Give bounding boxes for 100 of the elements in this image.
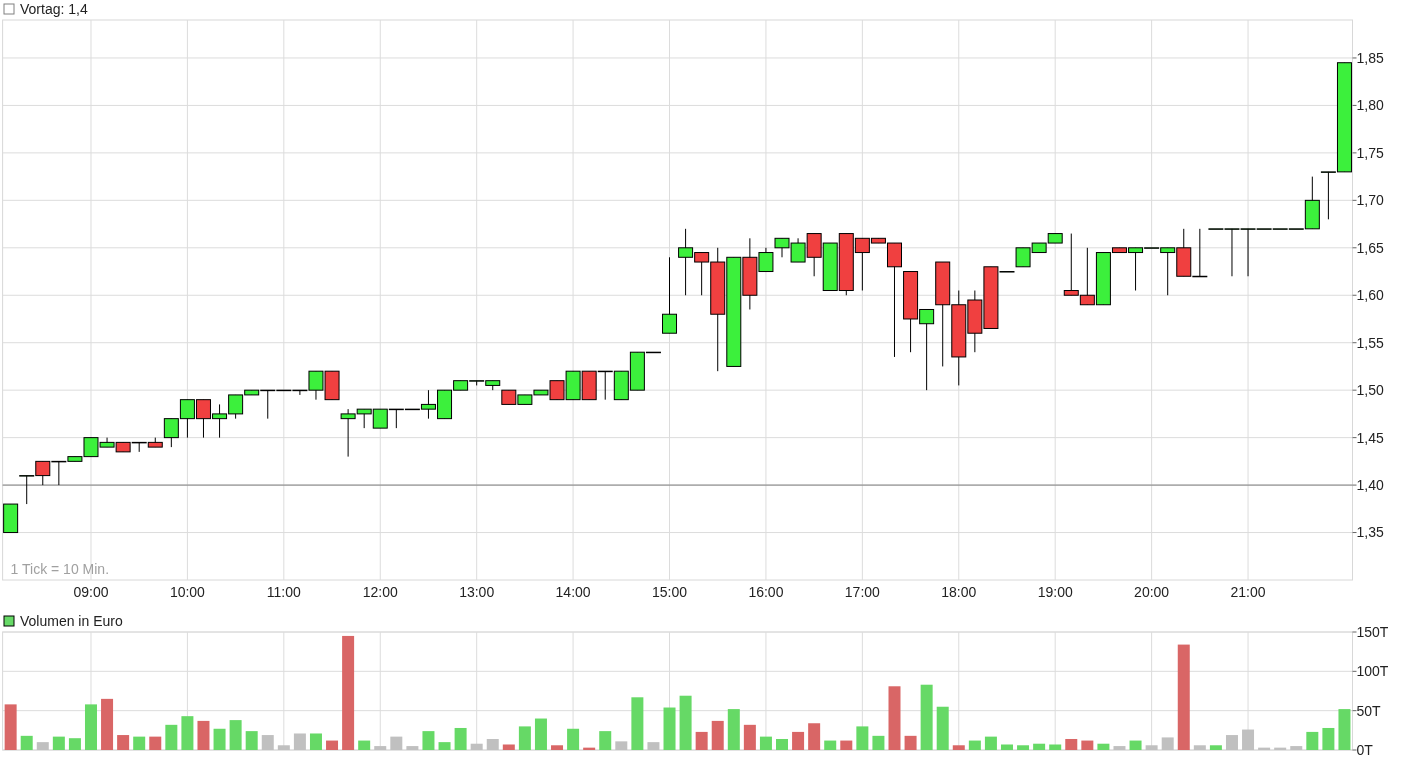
bar bbox=[1113, 746, 1126, 750]
bar bbox=[1306, 731, 1319, 750]
x-tick-label: 20:00 bbox=[1134, 584, 1170, 600]
bar bbox=[502, 744, 515, 750]
x-tick-label: 21:00 bbox=[1230, 584, 1266, 600]
y-tick-label: 1,50 bbox=[1356, 382, 1384, 399]
bar bbox=[599, 731, 612, 750]
bar bbox=[4, 704, 17, 750]
bar bbox=[454, 727, 467, 750]
bar bbox=[374, 746, 387, 750]
bar bbox=[1290, 746, 1303, 750]
bar bbox=[904, 735, 917, 750]
x-tick-label: 09:00 bbox=[73, 584, 109, 600]
bar bbox=[1338, 709, 1351, 750]
y-tick-label: 1,40 bbox=[1356, 476, 1384, 493]
y-tick-label: 1,35 bbox=[1356, 524, 1384, 541]
bar bbox=[743, 724, 756, 750]
bar bbox=[759, 736, 772, 750]
bar bbox=[1145, 745, 1158, 750]
x-tick-label: 19:00 bbox=[1037, 584, 1073, 600]
bar bbox=[695, 731, 708, 750]
bar bbox=[1049, 744, 1062, 750]
bar bbox=[518, 726, 531, 750]
bar bbox=[936, 706, 949, 750]
bar bbox=[486, 738, 499, 750]
bar bbox=[872, 735, 885, 750]
bar bbox=[1033, 743, 1046, 750]
bar bbox=[920, 684, 933, 750]
bar bbox=[213, 728, 226, 750]
bar bbox=[181, 716, 194, 750]
bar bbox=[647, 742, 660, 750]
bar bbox=[808, 723, 821, 750]
x-tick-label: 10:00 bbox=[169, 584, 206, 600]
x-tick-label: 16:00 bbox=[748, 584, 784, 600]
bar bbox=[277, 745, 290, 750]
x-tick-label: 15:00 bbox=[651, 584, 688, 600]
bar bbox=[293, 733, 306, 750]
bar bbox=[711, 720, 724, 750]
bar bbox=[406, 746, 419, 750]
bar bbox=[792, 731, 805, 750]
bar bbox=[1065, 738, 1078, 750]
bar bbox=[1225, 735, 1238, 750]
legend-label: Vortag: 1,4 bbox=[20, 0, 88, 17]
bar bbox=[1161, 737, 1174, 750]
annotation: 1 Tick = 10 Min. bbox=[10, 561, 110, 577]
bar bbox=[679, 695, 692, 750]
bar bbox=[20, 735, 33, 750]
bar bbox=[68, 738, 81, 750]
bar bbox=[534, 718, 547, 750]
bar bbox=[149, 736, 162, 750]
bar bbox=[197, 720, 210, 750]
bar bbox=[438, 742, 451, 750]
x-tick-label: 18:00 bbox=[941, 584, 977, 600]
y-tick-label: 1,55 bbox=[1356, 334, 1384, 351]
y-tick-label: 1,85 bbox=[1356, 49, 1384, 66]
bar bbox=[101, 698, 114, 750]
x-tick-label: 14:00 bbox=[555, 584, 591, 600]
bar bbox=[133, 736, 146, 750]
y-tick-label: 1,65 bbox=[1356, 239, 1384, 256]
bar bbox=[856, 726, 869, 750]
bar bbox=[984, 736, 997, 750]
bar bbox=[840, 740, 853, 750]
bar bbox=[52, 736, 65, 750]
bar bbox=[615, 741, 628, 750]
bar bbox=[1209, 745, 1222, 750]
x-tick-label: 17:00 bbox=[844, 584, 881, 600]
bar bbox=[1193, 745, 1206, 750]
y-tick-label: 0T bbox=[1356, 741, 1374, 758]
x-tick-label: 13:00 bbox=[459, 584, 495, 600]
bar bbox=[165, 724, 178, 750]
bar bbox=[551, 745, 564, 750]
y-tick-label: 1,45 bbox=[1356, 429, 1384, 446]
y-tick-label: 1,80 bbox=[1356, 97, 1384, 114]
bar bbox=[261, 735, 274, 750]
bar bbox=[470, 743, 483, 750]
bar bbox=[1097, 743, 1110, 750]
bar bbox=[1177, 644, 1190, 750]
bar bbox=[1017, 745, 1030, 750]
bar bbox=[968, 740, 981, 750]
bar bbox=[776, 738, 789, 750]
bar bbox=[1242, 729, 1255, 750]
x-tick-label: 12:00 bbox=[362, 584, 398, 600]
bar bbox=[1322, 727, 1335, 750]
bar bbox=[229, 720, 242, 750]
candlestick bbox=[662, 256, 678, 334]
x-tick-label: 11:00 bbox=[266, 584, 302, 600]
y-tick-label: 1,60 bbox=[1356, 287, 1384, 304]
bar bbox=[567, 728, 580, 750]
bar bbox=[663, 707, 676, 750]
bar bbox=[631, 697, 644, 750]
bar bbox=[342, 635, 355, 750]
bar bbox=[952, 745, 965, 750]
legend-label: Volumen in Euro bbox=[20, 612, 123, 629]
bar bbox=[117, 735, 130, 750]
y-tick-label: 100T bbox=[1356, 663, 1389, 680]
y-tick-label: 1,70 bbox=[1356, 192, 1384, 209]
bar bbox=[358, 740, 371, 750]
bar bbox=[309, 733, 322, 750]
y-tick-label: 50T bbox=[1356, 702, 1382, 719]
bar bbox=[422, 731, 435, 750]
